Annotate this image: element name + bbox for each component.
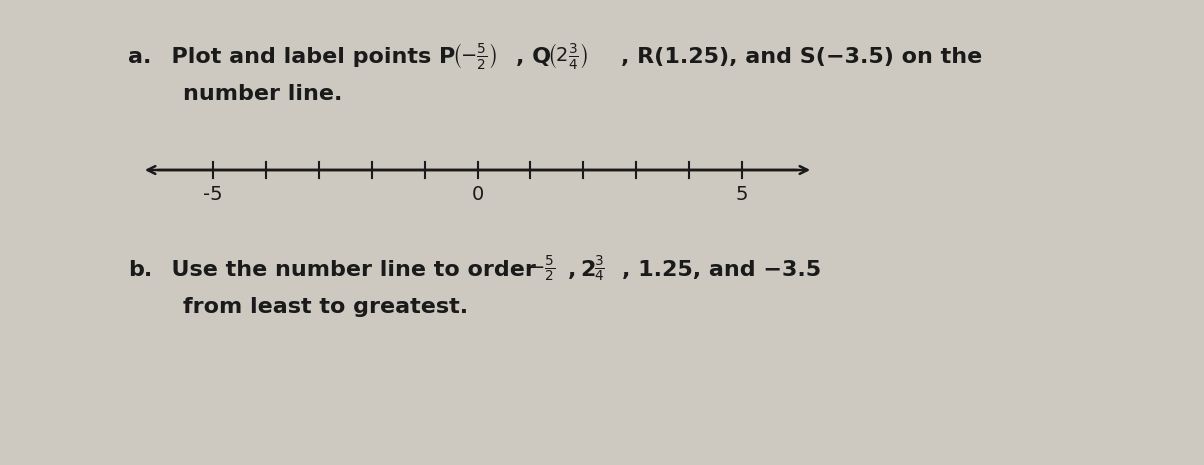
Text: 5: 5 <box>736 185 749 204</box>
Text: Plot and label points P: Plot and label points P <box>157 47 455 67</box>
Text: , 1.25, and −3.5: , 1.25, and −3.5 <box>622 260 821 280</box>
Text: Use the number line to order: Use the number line to order <box>157 260 544 280</box>
Text: from least to greatest.: from least to greatest. <box>183 297 468 317</box>
Text: a.: a. <box>128 47 152 67</box>
Text: 2: 2 <box>580 260 595 280</box>
Text: 0: 0 <box>472 185 484 204</box>
Text: $\!\left(2\frac{3}{4}\right)$: $\!\left(2\frac{3}{4}\right)$ <box>549 41 588 71</box>
Text: , Q: , Q <box>517 47 551 67</box>
Text: $\frac{3}{4}$: $\frac{3}{4}$ <box>594 254 604 284</box>
Text: $\!\!\left(-\frac{5}{2}\right)$: $\!\!\left(-\frac{5}{2}\right)$ <box>454 41 497 71</box>
Text: -5: -5 <box>203 185 223 204</box>
Text: number line.: number line. <box>183 84 342 104</box>
Text: ,: , <box>568 260 577 280</box>
Text: $-\frac{5}{2}$: $-\frac{5}{2}$ <box>529 254 555 284</box>
Text: b.: b. <box>128 260 152 280</box>
Text: , R(1.25), and S(−3.5) on the: , R(1.25), and S(−3.5) on the <box>621 47 982 67</box>
